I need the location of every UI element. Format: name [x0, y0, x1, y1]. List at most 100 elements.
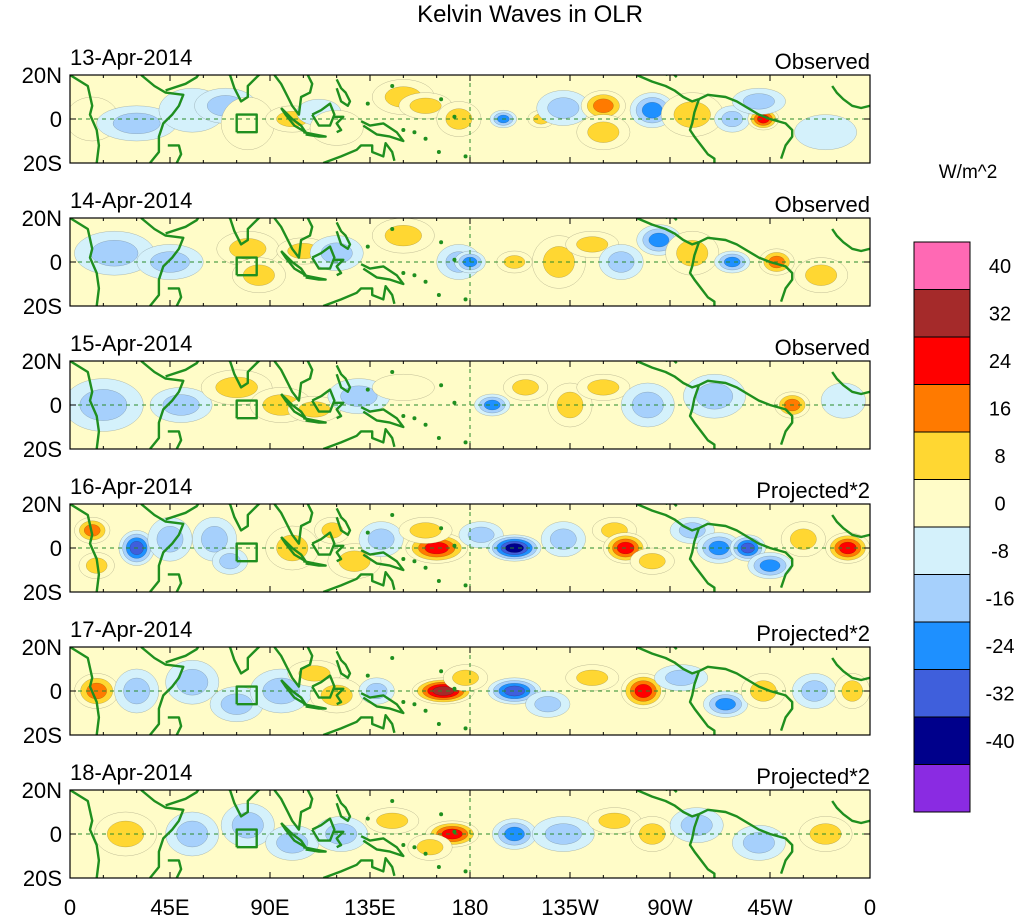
- olr-contour: [409, 97, 442, 114]
- coastline: [303, 417, 327, 424]
- colorbar: 40 32 24 16 8 0 -8 -16 -24 -32 -40: [913, 241, 1015, 813]
- coastline: [636, 361, 700, 389]
- coastline: [636, 218, 700, 246]
- island: [452, 829, 457, 834]
- olr-anomaly: [487, 534, 542, 562]
- island: [390, 370, 395, 374]
- olr-anomaly: [212, 547, 248, 575]
- olr-anomaly: [309, 110, 364, 146]
- region-box: [235, 828, 258, 849]
- coastline: [70, 504, 101, 592]
- coastline: [165, 504, 200, 521]
- island: [401, 557, 406, 561]
- island: [439, 812, 444, 817]
- olr-contour: [648, 232, 670, 248]
- coastline: [167, 144, 183, 163]
- island: [423, 279, 428, 284]
- olr-contour: [759, 559, 781, 572]
- island: [412, 845, 417, 850]
- colorbar-label: 0: [994, 493, 1005, 515]
- coastline: [335, 364, 352, 393]
- olr-contour: [424, 541, 449, 555]
- olr-contour: [376, 812, 409, 829]
- olr-contour: [409, 522, 442, 539]
- olr-contour: [576, 236, 609, 253]
- olr-anomaly: [794, 257, 848, 293]
- y-tick-label: 20S: [23, 151, 62, 176]
- coastline: [688, 527, 716, 592]
- island: [423, 565, 428, 570]
- island: [365, 101, 370, 106]
- coastline: [665, 790, 678, 794]
- olr-contour: [790, 528, 817, 550]
- y-tick-label: 20N: [22, 349, 62, 374]
- island: [401, 700, 406, 704]
- region-box: [235, 113, 258, 134]
- olr-anomaly: [532, 816, 595, 852]
- coastlines: [70, 790, 870, 878]
- coastline: [227, 647, 262, 675]
- olr-anomaly: [665, 231, 720, 276]
- island: [439, 240, 444, 245]
- coastline: [360, 549, 405, 572]
- olr-anomaly: [576, 374, 631, 401]
- olr-contour: [156, 526, 184, 553]
- panel-label: Observed: [775, 192, 870, 217]
- olr-contour: [715, 698, 736, 711]
- coastline: [665, 504, 678, 508]
- coastline: [140, 75, 185, 163]
- coastline: [335, 650, 352, 679]
- coastline: [688, 241, 716, 306]
- coastline: [688, 670, 716, 735]
- panel-date: 17-Apr-2014: [70, 617, 192, 642]
- coastline: [140, 647, 185, 735]
- y-tick-label: 20N: [22, 206, 62, 231]
- olr-anomaly: [216, 231, 280, 267]
- island: [436, 293, 441, 297]
- island: [423, 708, 428, 713]
- map-panel: 20N 0 20S 17-Apr-2014 Projected*2: [22, 617, 871, 748]
- coastline: [360, 692, 405, 715]
- olr-anomaly: [398, 517, 453, 544]
- coastline: [70, 218, 101, 306]
- region-box: [235, 542, 258, 563]
- coastline: [140, 361, 185, 449]
- colorbar-swatch: [913, 241, 971, 290]
- coastline: [335, 507, 352, 536]
- coastline: [334, 115, 345, 134]
- island: [452, 400, 457, 405]
- panel-label: Projected*2: [756, 478, 870, 503]
- colorbar-label: -40: [986, 731, 1015, 753]
- coastline: [303, 274, 327, 281]
- y-tick-label: 0: [50, 393, 62, 418]
- island: [365, 816, 370, 821]
- coastline: [636, 75, 700, 103]
- coastline: [167, 716, 183, 735]
- olr-anomaly: [598, 244, 644, 280]
- olr-contour: [467, 526, 495, 543]
- olr-contour: [298, 665, 331, 682]
- y-tick-label: 20S: [23, 294, 62, 319]
- olr-anomaly: [669, 807, 724, 843]
- x-tick-label: 135E: [344, 895, 395, 920]
- island: [436, 722, 441, 726]
- island: [463, 726, 468, 731]
- coastline: [698, 522, 794, 588]
- olr-anomaly: [365, 807, 420, 835]
- colorbar-label: 24: [989, 351, 1011, 373]
- coastline: [665, 647, 678, 651]
- coastline: [360, 120, 405, 143]
- olr-field: [74, 660, 870, 722]
- y-tick-label: 0: [50, 822, 62, 847]
- olr-anomaly: [794, 114, 857, 150]
- coastline: [273, 75, 314, 116]
- coastline: [636, 647, 700, 675]
- olr-anomaly: [660, 92, 724, 137]
- coastline: [831, 228, 870, 253]
- y-tick-label: 20S: [23, 437, 62, 462]
- coastline: [303, 131, 327, 138]
- panel-label: Observed: [775, 49, 870, 74]
- olr-contour: [740, 542, 755, 554]
- island: [452, 543, 457, 548]
- coastline: [167, 287, 183, 306]
